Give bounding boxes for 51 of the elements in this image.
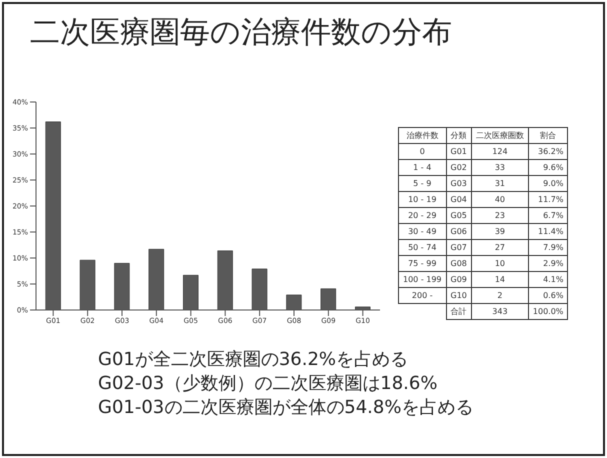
text: 2.9%: [528, 256, 568, 272]
text: 9.0%: [528, 176, 568, 192]
text: 36.2%: [528, 144, 568, 160]
text: G02-03（少数例）の二次医療圏は18.6%: [98, 372, 438, 396]
text: 0.6%: [528, 288, 568, 304]
text: 14: [471, 272, 528, 288]
text: 9.6%: [528, 160, 568, 176]
text: 割合: [528, 128, 568, 144]
text: 20 - 29: [398, 208, 446, 224]
text: 7.9%: [528, 240, 568, 256]
text: 40: [471, 192, 528, 208]
text: 二次医療圏数: [471, 128, 528, 144]
text: 分類: [446, 128, 472, 144]
text: 1 - 4: [398, 160, 446, 176]
text: 0: [398, 144, 446, 160]
text: 治療件数: [398, 128, 446, 144]
text: 4.1%: [528, 272, 568, 288]
category-label: G02: [450, 163, 467, 172]
text: 10: [471, 256, 528, 272]
text: G01-03の二次医療圏が全体の54.8%を占める: [98, 396, 474, 420]
text: 27: [471, 240, 528, 256]
text: 合計: [446, 304, 472, 320]
category-label: G04: [450, 195, 467, 204]
category-label: G10: [450, 291, 467, 300]
text: 343: [471, 304, 528, 320]
text: 124: [471, 144, 528, 160]
text: 10 - 19: [398, 192, 446, 208]
text: 23: [471, 208, 528, 224]
text: 39: [471, 224, 528, 240]
text: G01が全二次医療圏の36.2%を占める: [98, 348, 410, 372]
text: 6.7%: [528, 208, 568, 224]
text: 50 - 74: [398, 240, 446, 256]
text: 11.7%: [528, 192, 568, 208]
chart-title: 二次医療圏毎の治療件数の分布: [30, 14, 452, 52]
category-label: G07: [450, 243, 467, 252]
category-label: G09: [450, 275, 467, 284]
text: 33: [471, 160, 528, 176]
category-label: G03: [450, 179, 467, 188]
text: 100 - 199: [398, 272, 446, 288]
text: 30 - 49: [398, 224, 446, 240]
text: 2: [471, 288, 528, 304]
category-label: G05: [450, 211, 467, 220]
text: 11.4%: [528, 224, 568, 240]
text: 100.0%: [528, 304, 568, 320]
category-label: G06: [450, 227, 467, 236]
text: 75 - 99: [398, 256, 446, 272]
category-label: G08: [450, 259, 467, 268]
text: 31: [471, 176, 528, 192]
text: 5 - 9: [398, 176, 446, 192]
text: 200 -: [398, 288, 446, 304]
category-label: G01: [450, 147, 467, 156]
